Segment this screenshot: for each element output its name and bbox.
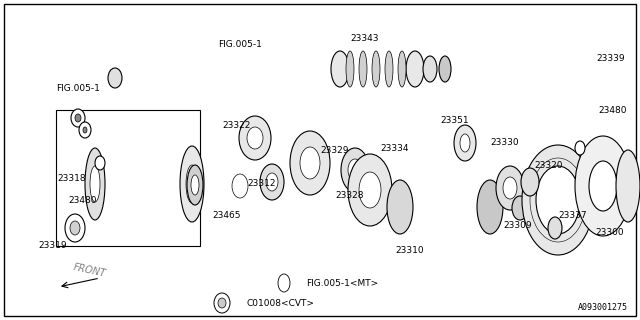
Ellipse shape — [575, 136, 631, 236]
Ellipse shape — [503, 177, 517, 199]
Text: FIG.005-1<MT>: FIG.005-1<MT> — [306, 278, 378, 287]
Text: 23319: 23319 — [38, 241, 67, 250]
Text: FRONT: FRONT — [72, 263, 107, 279]
Ellipse shape — [616, 150, 640, 222]
Ellipse shape — [589, 161, 617, 211]
Text: 23339: 23339 — [596, 53, 625, 62]
Text: 23310: 23310 — [395, 245, 424, 254]
Ellipse shape — [191, 175, 199, 195]
Text: 23480: 23480 — [68, 196, 97, 204]
Text: FIG.005-1: FIG.005-1 — [218, 39, 262, 49]
Text: A093001275: A093001275 — [578, 303, 628, 312]
Ellipse shape — [341, 148, 369, 192]
Ellipse shape — [385, 51, 393, 87]
Text: 23329: 23329 — [320, 146, 349, 155]
Text: 23318: 23318 — [57, 173, 86, 182]
Ellipse shape — [439, 56, 451, 82]
Ellipse shape — [331, 51, 349, 87]
Polygon shape — [175, 155, 215, 215]
FancyBboxPatch shape — [88, 146, 192, 222]
Ellipse shape — [548, 217, 562, 239]
Text: 23300: 23300 — [595, 228, 623, 236]
Ellipse shape — [85, 148, 105, 220]
Bar — [56, 110, 200, 246]
Ellipse shape — [214, 293, 230, 313]
Text: 23337: 23337 — [558, 211, 587, 220]
Ellipse shape — [398, 51, 406, 87]
Text: 23343: 23343 — [350, 34, 378, 43]
Text: 23328: 23328 — [335, 190, 364, 199]
Text: C01008<CVT>: C01008<CVT> — [246, 299, 314, 308]
Ellipse shape — [108, 68, 122, 88]
Ellipse shape — [278, 274, 290, 292]
Ellipse shape — [521, 168, 539, 196]
Ellipse shape — [372, 51, 380, 87]
Ellipse shape — [454, 125, 476, 161]
Ellipse shape — [83, 127, 87, 133]
Text: 23330: 23330 — [490, 138, 518, 147]
Text: 23480: 23480 — [598, 106, 627, 115]
Ellipse shape — [290, 131, 330, 195]
Text: FIG.005-1: FIG.005-1 — [56, 84, 100, 92]
Ellipse shape — [300, 147, 320, 179]
Text: 23320: 23320 — [534, 161, 563, 170]
Ellipse shape — [348, 159, 362, 181]
Ellipse shape — [522, 145, 594, 255]
Ellipse shape — [406, 51, 424, 87]
Ellipse shape — [460, 134, 470, 152]
Text: 23351: 23351 — [440, 116, 468, 124]
Ellipse shape — [536, 166, 580, 234]
Text: 23334: 23334 — [380, 143, 408, 153]
Text: 23322: 23322 — [222, 121, 250, 130]
Ellipse shape — [496, 166, 524, 210]
Ellipse shape — [266, 173, 278, 191]
Ellipse shape — [180, 146, 204, 222]
Ellipse shape — [359, 172, 381, 208]
Ellipse shape — [260, 164, 284, 200]
Ellipse shape — [186, 165, 198, 203]
Ellipse shape — [348, 154, 392, 226]
Ellipse shape — [239, 116, 271, 160]
Ellipse shape — [232, 174, 248, 198]
Ellipse shape — [79, 122, 91, 138]
Ellipse shape — [387, 180, 413, 234]
Ellipse shape — [346, 51, 354, 87]
Text: 23465: 23465 — [212, 211, 241, 220]
Ellipse shape — [477, 180, 503, 234]
Ellipse shape — [512, 196, 528, 220]
Polygon shape — [222, 168, 262, 200]
Ellipse shape — [65, 214, 85, 242]
Ellipse shape — [75, 114, 81, 122]
Ellipse shape — [423, 56, 437, 82]
Text: 23309: 23309 — [503, 220, 532, 229]
Ellipse shape — [90, 166, 100, 202]
Ellipse shape — [95, 156, 105, 170]
Ellipse shape — [575, 141, 585, 155]
Ellipse shape — [71, 109, 85, 127]
Ellipse shape — [218, 298, 226, 308]
Ellipse shape — [247, 127, 263, 149]
Text: 23312: 23312 — [247, 179, 275, 188]
Ellipse shape — [70, 221, 80, 235]
Ellipse shape — [187, 165, 203, 205]
Ellipse shape — [359, 51, 367, 87]
